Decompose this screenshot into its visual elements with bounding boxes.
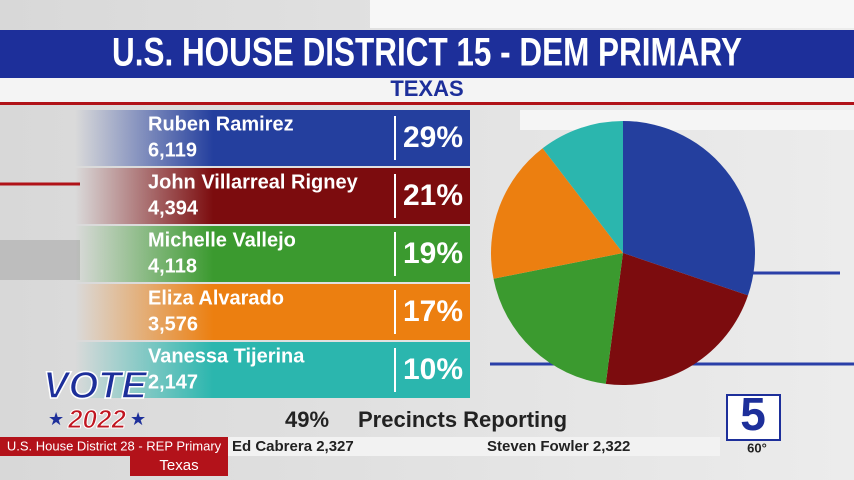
percent-label: 29% xyxy=(403,121,463,154)
vote-count: 4,118 xyxy=(148,255,197,277)
pie-chart xyxy=(491,121,755,385)
pie-slice xyxy=(623,121,755,296)
pie-slice xyxy=(491,148,623,279)
stripe xyxy=(0,240,80,280)
candidate-list: Ruben Ramirez 6,119 29% John Villarreal Rig… xyxy=(75,110,470,398)
candidate-name: Vanessa Tijerina xyxy=(148,345,305,367)
percent-label: 10% xyxy=(403,353,463,386)
candidate-row xyxy=(75,226,470,282)
percent-label: 19% xyxy=(403,237,463,270)
temperature: 60° xyxy=(747,440,767,455)
star: ★ xyxy=(48,409,64,429)
subtitle-rule xyxy=(0,102,854,105)
candidate-row xyxy=(75,284,470,340)
vote-count: 3,576 xyxy=(148,313,198,335)
ticker-state: Texas xyxy=(159,457,198,474)
ticker-race: U.S. House District 28 - REP Primary xyxy=(7,438,222,453)
candidate-name: John Villarreal Rigney xyxy=(148,171,359,193)
percent-label: 21% xyxy=(403,179,463,212)
channel-box xyxy=(726,394,781,441)
reporting-percent: 49% xyxy=(285,407,329,432)
ticker-entry: Ed Cabrera 2,327 xyxy=(232,438,354,455)
chart-title: U.S. HOUSE DISTRICT 15 - DEM PRIMARY xyxy=(112,31,742,75)
ticker-race-box xyxy=(0,437,228,456)
vote-count: 4,394 xyxy=(148,197,199,219)
reporting-label: Precincts Reporting xyxy=(358,407,567,432)
channel-logo: 5 xyxy=(740,388,766,440)
vote-count: 6,119 xyxy=(148,139,197,161)
ticker-entry: Steven Fowler 2,322 xyxy=(487,438,630,455)
pie-slice xyxy=(605,253,748,385)
candidate-name: Ruben Ramirez xyxy=(148,113,294,135)
candidate-row xyxy=(75,342,470,398)
vote-count: 2,147 xyxy=(148,371,198,393)
candidate-row xyxy=(75,168,470,224)
chart-subtitle: TEXAS xyxy=(390,76,463,101)
candidate-name: Michelle Vallejo xyxy=(148,229,296,251)
percent-label: 17% xyxy=(403,295,463,328)
stripe xyxy=(370,0,854,28)
vote-logo: VOTE xyxy=(43,365,148,407)
ticker-state-box xyxy=(130,456,228,476)
candidate-name: Eliza Alvarado xyxy=(148,287,284,309)
stripe xyxy=(520,110,854,130)
subtitle-band xyxy=(0,78,854,102)
header-band xyxy=(0,30,854,78)
pie-slice xyxy=(493,253,623,384)
pie-slice xyxy=(542,121,623,253)
candidate-row xyxy=(75,110,470,166)
vote-year: 2022 xyxy=(67,404,126,434)
star: ★ xyxy=(130,409,146,429)
